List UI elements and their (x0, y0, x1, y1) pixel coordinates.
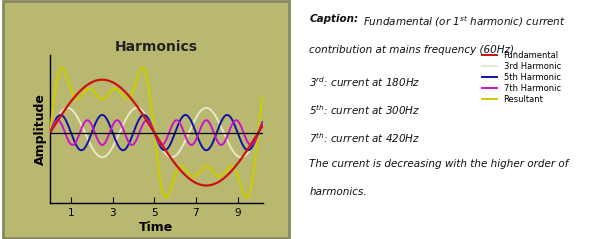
Title: Harmonics: Harmonics (115, 40, 198, 54)
Text: Caption:: Caption: (309, 14, 359, 24)
Legend: Fundamental, 3rd Harmonic, 5th Harmonic, 7th Harmonic, Resultant: Fundamental, 3rd Harmonic, 5th Harmonic,… (478, 48, 564, 108)
Y-axis label: Amplitude: Amplitude (34, 93, 47, 165)
Text: 7$^{th}$: current at 420Hz: 7$^{th}$: current at 420Hz (309, 131, 421, 145)
Text: harmonics.: harmonics. (309, 187, 367, 197)
Text: 5$^{th}$: current at 300Hz: 5$^{th}$: current at 300Hz (309, 103, 421, 117)
Text: The current is decreasing with the higher order of: The current is decreasing with the highe… (309, 159, 569, 169)
Text: Fundamental (or 1$^{st}$ harmonic) current: Fundamental (or 1$^{st}$ harmonic) curre… (363, 14, 566, 29)
Text: 3$^{rd}$: current at 180Hz: 3$^{rd}$: current at 180Hz (309, 75, 421, 89)
X-axis label: Time: Time (139, 221, 173, 234)
Text: contribution at mains frequency (60Hz).: contribution at mains frequency (60Hz). (309, 44, 517, 54)
